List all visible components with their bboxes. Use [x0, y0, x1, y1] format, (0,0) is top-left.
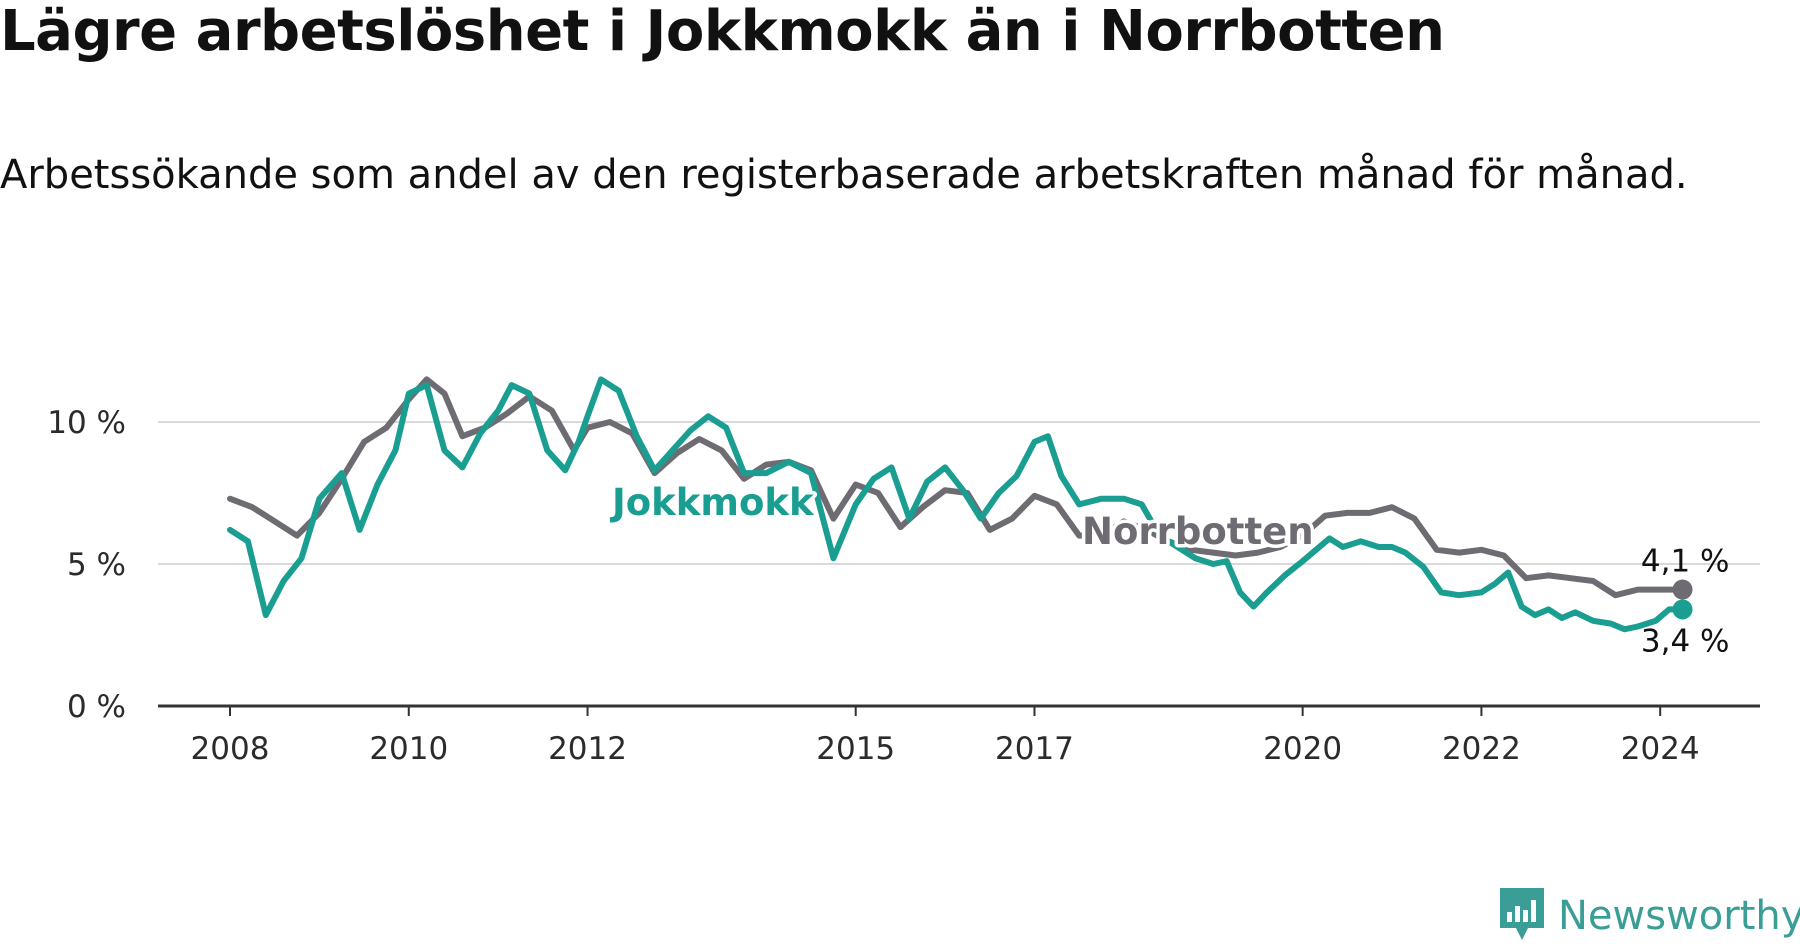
- x-tick-label-2012: 2012: [548, 731, 627, 767]
- x-tick-label-2015: 2015: [816, 731, 895, 767]
- series-label-norrbotten: Norrbotten: [1082, 510, 1314, 553]
- chart-title: Lägre arbetslöshet i Jokkmokk än i Norrb…: [0, 0, 1445, 64]
- series-line-norrbotten: [227, 376, 1686, 599]
- x-axis-ticks: 2008 2010 2012 2015 2017 2020 2022 2024: [191, 706, 1700, 767]
- newsworthy-wordmark: Newsworthy: [1558, 893, 1800, 939]
- y-tick-label-5: 5 %: [67, 547, 126, 583]
- series-lines: [227, 376, 1686, 633]
- chart-subtitle: Arbetssökande som andel av den registerb…: [0, 152, 1688, 198]
- end-label-jokkmokk: 3,4 %: [1641, 623, 1730, 659]
- x-tick-label-2017: 2017: [995, 731, 1074, 767]
- y-axis-ticks: 0 % 5 % 10 %: [47, 405, 126, 725]
- newsworthy-brand[interactable]: Newsworthy: [1496, 886, 1800, 946]
- end-point-norrbotten: [1672, 579, 1693, 600]
- x-tick-label-2010: 2010: [369, 731, 448, 767]
- newsworthy-logo-icon: [1496, 884, 1548, 948]
- x-tick-label-2022: 2022: [1442, 731, 1521, 767]
- x-tick-label-2024: 2024: [1621, 731, 1700, 767]
- gridlines: [158, 421, 1760, 565]
- x-tick-label-2020: 2020: [1263, 731, 1342, 767]
- series-label-jokkmokk: Jokkmokk: [609, 481, 815, 524]
- end-points: [1672, 579, 1693, 620]
- series-labels: Jokkmokk Norrbotten 4,1 % 3,4 %: [606, 478, 1730, 660]
- y-tick-label-10: 10 %: [47, 405, 126, 441]
- end-point-jokkmokk: [1672, 599, 1693, 620]
- y-tick-label-0: 0 %: [67, 689, 126, 725]
- end-label-norrbotten: 4,1 %: [1641, 544, 1730, 580]
- x-tick-label-2008: 2008: [191, 731, 270, 767]
- series-line-jokkmokk: [227, 376, 1686, 633]
